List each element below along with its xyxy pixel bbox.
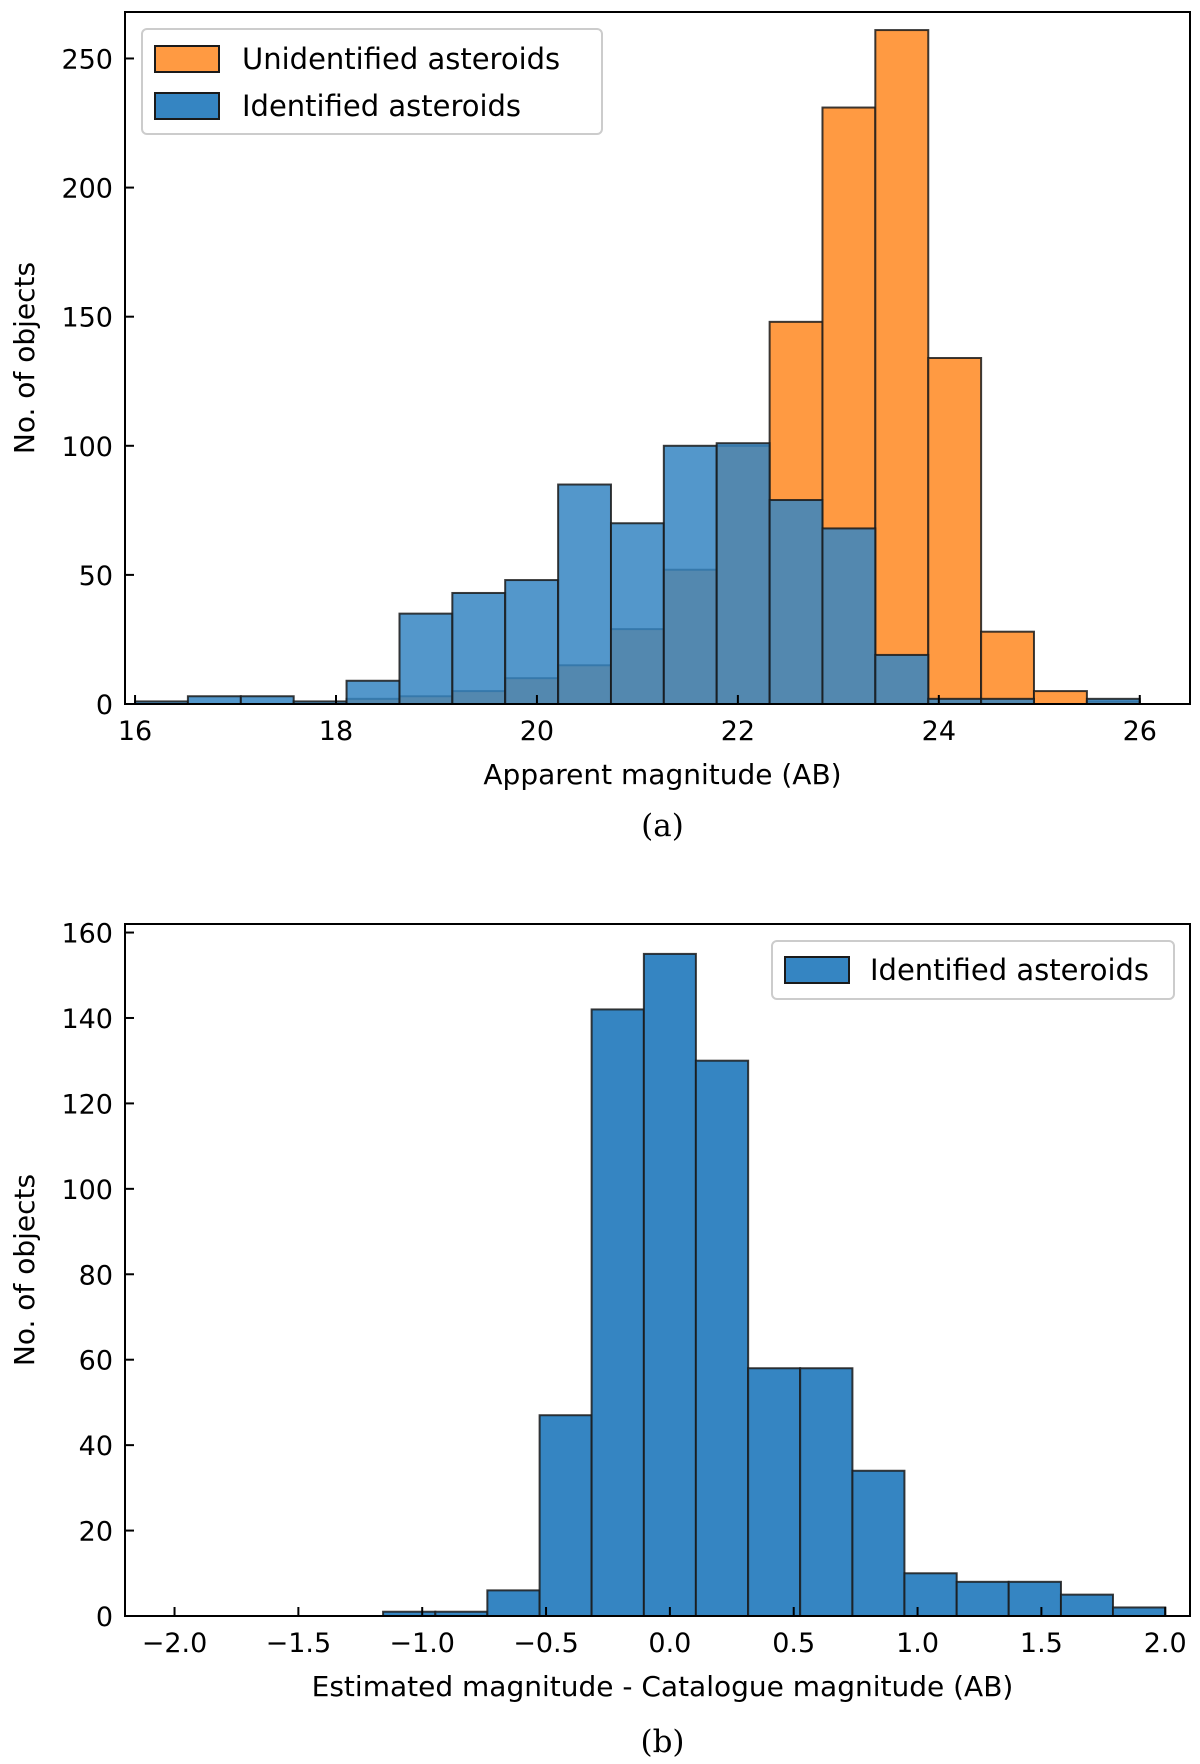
b-bar-s0-15: [955, 1580, 1010, 1617]
b-bar-s0-18: [1111, 1606, 1167, 1617]
histogram-b: 0 20 40 60 80 100 120 140 160 −2.0 −1.5 −1.0 −0.5 0.…: [8, 919, 1191, 1760]
a-bar-s1-9: [609, 522, 665, 705]
b-x-tick-label-1: −1.5: [266, 1628, 332, 1659]
a-x-tick-label-4: 24: [922, 716, 956, 747]
a-legend-label-unidentified: Unidentified asteroids: [242, 42, 560, 76]
b-x-tick-label-0: −2.0: [142, 1628, 208, 1659]
a-y-tick-label-1: 50: [79, 561, 113, 592]
b-x-tick-label-5: 0.5: [772, 1628, 815, 1659]
b-x-tick-label-7: 1.5: [1020, 1628, 1063, 1659]
a-bar-s1-8: [557, 483, 612, 706]
a-bar-s1-13: [821, 527, 877, 705]
a-bar-s1-5: [398, 612, 454, 706]
b-y-tick-label-3: 60: [79, 1346, 113, 1377]
b-bar-s0-10: [694, 1059, 750, 1618]
b-x-tick-label-6: 1.0: [896, 1628, 939, 1659]
b-bar-s0-16: [1007, 1580, 1062, 1617]
a-bar-s1-6: [451, 591, 507, 706]
a-legend-label-identified: Identified asteroids: [242, 89, 521, 123]
b-bar-s0-11: [747, 1367, 802, 1618]
b-x-tick-label-4: 0.0: [648, 1628, 691, 1659]
b-legend: Identified asteroids: [771, 940, 1175, 1000]
a-bar-s0-17: [1032, 690, 1088, 705]
a-x-tick-label-5: 26: [1123, 716, 1157, 747]
b-bar-s0-13: [851, 1469, 906, 1617]
a-y-axis-label: No. of objects: [8, 262, 41, 454]
a-y-tick-label-3: 150: [61, 303, 113, 334]
a-bar-s1-12: [768, 499, 824, 705]
b-x-tick-label-3: −0.5: [513, 1628, 579, 1659]
a-bar-s1-4: [345, 679, 401, 705]
a-x-tick-label-2: 20: [520, 716, 554, 747]
a-bar-s1-2: [239, 695, 295, 705]
a-legend-box: [141, 28, 603, 135]
a-bar-s0-14: [874, 29, 930, 705]
b-bar-s0-7: [538, 1414, 593, 1618]
a-bar-s1-10: [662, 444, 718, 705]
a-bars: [134, 29, 1141, 706]
a-bar-s0-16: [980, 630, 1035, 705]
b-y-tick-label-5: 100: [61, 1175, 113, 1206]
a-y-ticks: 0 50 100 150 200 250: [61, 44, 134, 721]
b-bar-s0-9: [642, 952, 697, 1617]
b-y-tick-label-1: 20: [79, 1517, 113, 1548]
b-y-tick-label-7: 140: [61, 1004, 113, 1035]
a-bar-s1-1: [186, 695, 242, 705]
a-bar-s1-14: [874, 653, 930, 706]
b-caption: (b): [640, 1724, 684, 1760]
a-x-tick-label-3: 22: [721, 716, 755, 747]
b-bars: [382, 952, 1167, 1618]
b-x-ticks: −2.0 −1.5 −1.0 −0.5 0.0 0.5 1.0 1.5 2.0: [142, 1607, 1187, 1659]
a-bar-s1-7: [504, 579, 560, 705]
a-caption: (a): [641, 808, 684, 844]
a-y-tick-label-0: 0: [96, 690, 113, 721]
b-y-tick-label-0: 0: [96, 1602, 113, 1633]
b-y-ticks: 0 20 40 60 80 100 120 140 160: [61, 919, 134, 1633]
b-plot-frame: [124, 923, 1191, 1617]
b-y-axis-label: No. of objects: [8, 1174, 41, 1366]
a-legend: Unidentified asteroids Identified astero…: [141, 28, 603, 135]
b-legend-swatch-identified: [784, 956, 850, 984]
b-x-axis-label: Estimated magnitude - Catalogue magnitud…: [312, 1670, 1014, 1703]
b-y-tick-label-6: 120: [61, 1089, 113, 1120]
a-x-tick-label-0: 16: [118, 716, 152, 747]
b-bar-s0-14: [903, 1572, 958, 1617]
histogram-a: 0 50 100 150 200 250 16 18 20 22 24 26 Apparent ma…: [8, 11, 1191, 844]
b-bar-s0-12: [799, 1367, 854, 1618]
a-x-tick-label-1: 18: [319, 716, 353, 747]
b-legend-label-identified: Identified asteroids: [870, 953, 1149, 987]
a-y-tick-label-2: 100: [61, 432, 113, 463]
a-y-tick-label-4: 200: [61, 174, 113, 205]
a-x-ticks: 16 18 20 22 24 26: [118, 695, 1157, 747]
b-y-tick-label-4: 80: [79, 1260, 113, 1291]
a-x-axis-label: Apparent magnitude (AB): [483, 758, 841, 791]
b-bar-s0-8: [590, 1008, 645, 1617]
a-bar-s0-15: [927, 357, 983, 705]
a-legend-swatch-unidentified: [154, 45, 220, 73]
b-y-tick-label-8: 160: [61, 919, 113, 950]
a-y-tick-label-5: 250: [61, 44, 113, 75]
a-bar-s1-11: [715, 442, 771, 705]
a-legend-swatch-identified: [154, 92, 220, 120]
a-plot-frame: [124, 11, 1191, 705]
b-bar-s0-17: [1059, 1593, 1114, 1617]
b-x-tick-label-2: −1.0: [389, 1628, 455, 1659]
b-y-tick-label-2: 40: [79, 1431, 113, 1462]
b-x-tick-label-8: 2.0: [1144, 1628, 1187, 1659]
b-bar-s0-6: [486, 1589, 541, 1617]
b-legend-box: [771, 940, 1175, 1000]
